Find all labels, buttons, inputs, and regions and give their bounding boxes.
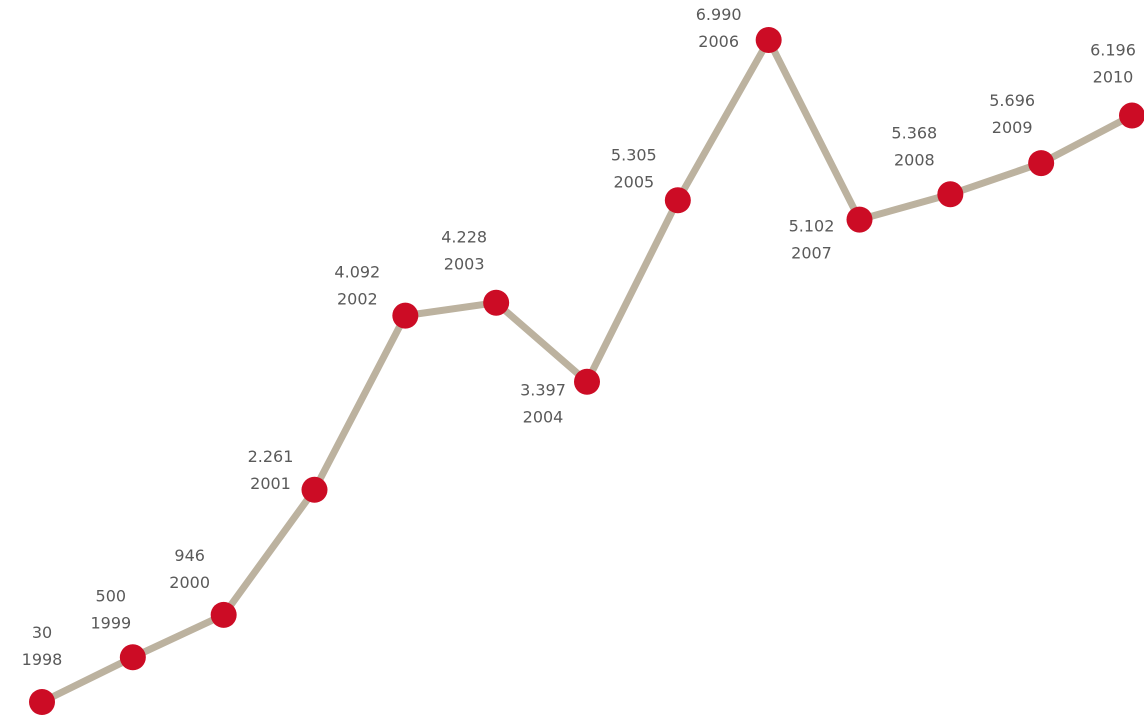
data-point-2008 (937, 181, 964, 208)
year-label-2006: 2006 (698, 32, 739, 51)
year-label-2008: 2008 (894, 150, 935, 169)
value-label-2004: 3.397 (520, 381, 566, 400)
data-point-2001 (301, 476, 328, 503)
year-label-2007: 2007 (791, 244, 832, 263)
value-label-2008: 5.368 (891, 123, 937, 142)
data-point-2002 (392, 302, 419, 329)
data-point-2006 (755, 27, 782, 53)
data-point-1999 (119, 644, 146, 671)
value-label-2002: 4.092 (334, 263, 380, 282)
data-point-1998 (29, 689, 55, 715)
value-label-2003: 4.228 (441, 228, 487, 247)
data-point-2005 (664, 187, 691, 214)
value-label-2007: 5.102 (789, 217, 835, 236)
year-label-2001: 2001 (250, 474, 291, 493)
value-label-1998: 30 (32, 623, 52, 642)
year-label-2000: 2000 (169, 573, 210, 592)
data-point-2007 (846, 206, 873, 233)
data-point-2000 (210, 601, 237, 628)
value-label-2000: 946 (174, 546, 205, 565)
year-label-2009: 2009 (992, 118, 1033, 137)
value-label-2009: 5.696 (989, 91, 1035, 110)
year-label-1998: 1998 (22, 650, 63, 669)
year-label-2004: 2004 (523, 408, 564, 427)
data-point-2003 (483, 289, 510, 316)
markers-group (29, 27, 1144, 715)
year-label-2010: 2010 (1093, 68, 1134, 87)
value-label-2010: 6.196 (1090, 41, 1136, 60)
value-label-2005: 5.305 (611, 145, 657, 164)
data-point-2010 (1119, 102, 1144, 129)
year-label-2003: 2003 (444, 255, 485, 274)
year-label-2002: 2002 (337, 290, 378, 309)
year-label-1999: 1999 (90, 613, 131, 632)
labels-group: 30 1998 500 1999 946 2000 2.261 2001 4.092 2002 4.… (22, 5, 1136, 669)
value-label-2006: 6.990 (696, 5, 742, 24)
value-label-1999: 500 (96, 586, 127, 605)
value-label-2001: 2.261 (248, 447, 294, 466)
data-point-2004 (574, 368, 600, 395)
year-label-2005: 2005 (613, 172, 654, 191)
data-point-2009 (1028, 150, 1055, 177)
